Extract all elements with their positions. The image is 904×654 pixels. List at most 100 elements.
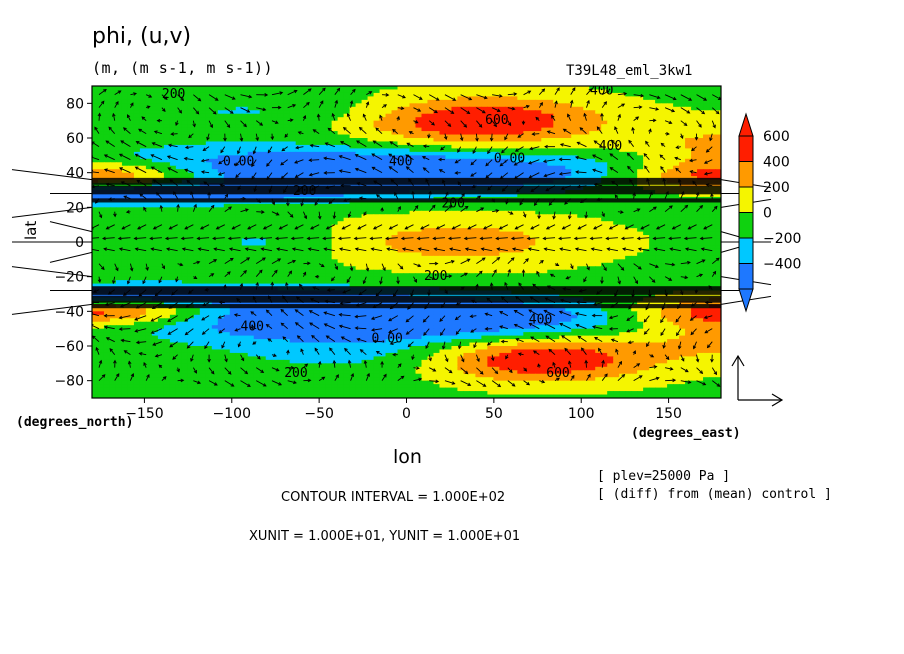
heatmap-cell xyxy=(571,148,578,153)
heatmap-cell xyxy=(625,120,632,125)
heatmap-cell xyxy=(301,92,309,97)
heatmap-cell xyxy=(517,120,524,125)
heatmap-cell xyxy=(595,245,602,250)
heatmap-cell xyxy=(703,228,710,233)
heatmap-cell xyxy=(457,169,465,174)
heatmap-cell xyxy=(625,162,632,167)
heatmap-cell xyxy=(655,228,662,233)
heatmap-cell xyxy=(265,210,273,215)
heatmap-cell xyxy=(475,231,482,236)
heatmap-cell xyxy=(619,238,626,243)
heatmap-cell xyxy=(229,117,237,122)
heatmap-cell xyxy=(433,120,441,125)
heatmap-cell xyxy=(115,96,123,101)
heatmap-cell xyxy=(661,134,668,139)
heatmap-cell xyxy=(307,231,315,236)
heatmap-cell xyxy=(679,92,686,97)
heatmap-cell xyxy=(697,127,704,132)
heatmap-cell xyxy=(697,99,704,104)
heatmap-cell xyxy=(385,248,393,253)
heatmap-cell xyxy=(97,120,105,125)
heatmap-cell xyxy=(703,86,710,91)
heatmap-cell xyxy=(481,92,488,97)
heatmap-cell xyxy=(451,242,459,247)
heatmap-cell xyxy=(223,86,231,91)
heatmap-cell xyxy=(187,106,195,111)
heatmap-cell xyxy=(589,124,596,129)
heatmap-cell xyxy=(505,228,512,233)
heatmap-cell xyxy=(295,138,303,143)
heatmap-cell xyxy=(469,131,476,136)
heatmap-cell xyxy=(691,203,698,208)
heatmap-cell xyxy=(271,96,279,101)
heatmap-cell xyxy=(565,103,572,108)
heatmap-cell xyxy=(457,89,465,94)
heatmap-cell xyxy=(391,131,399,136)
heatmap-cell xyxy=(427,235,435,240)
heatmap-cell xyxy=(655,103,662,108)
heatmap-cell xyxy=(343,169,351,174)
heatmap-cell xyxy=(289,207,297,212)
heatmap-cell xyxy=(373,169,381,174)
heatmap-cell xyxy=(505,207,512,212)
heatmap-cell xyxy=(625,148,632,153)
heatmap-cell xyxy=(535,183,542,188)
heatmap-cell xyxy=(685,172,692,177)
heatmap-cell xyxy=(457,86,465,91)
heatmap-cell xyxy=(607,144,614,149)
heatmap-cell xyxy=(241,96,249,101)
heatmap-cell xyxy=(529,242,536,247)
heatmap-cell xyxy=(139,120,147,125)
heatmap-cell xyxy=(685,183,692,188)
heatmap-cell xyxy=(577,169,584,174)
heatmap-cell xyxy=(631,86,638,91)
heatmap-cell xyxy=(397,248,405,253)
heatmap-cell xyxy=(223,207,231,212)
heatmap-cell xyxy=(121,235,129,240)
heatmap-cell xyxy=(571,224,578,229)
heatmap-cell xyxy=(661,158,668,163)
heatmap-cell xyxy=(685,144,692,149)
heatmap-cell xyxy=(145,224,153,229)
heatmap-cell xyxy=(355,89,363,94)
heatmap-cell xyxy=(241,217,249,222)
heatmap-cell xyxy=(439,235,447,240)
heatmap-cell xyxy=(547,134,554,139)
heatmap-cell xyxy=(223,217,231,222)
heatmap-cell xyxy=(187,235,195,240)
heatmap-cell xyxy=(115,172,123,177)
heatmap-cell xyxy=(121,183,129,188)
heatmap-cell xyxy=(523,224,530,229)
heatmap-cell xyxy=(397,134,405,139)
heatmap-cell xyxy=(151,169,159,174)
heatmap-cell xyxy=(697,224,704,229)
heatmap-cell xyxy=(337,113,345,118)
heatmap-cell xyxy=(655,242,662,247)
heatmap-cell xyxy=(127,224,135,229)
heatmap-cell xyxy=(529,228,536,233)
heatmap-cell xyxy=(691,151,698,156)
heatmap-cell xyxy=(331,242,339,247)
heatmap-cell xyxy=(583,245,590,250)
heatmap-cell xyxy=(583,228,590,233)
heatmap-cell xyxy=(505,217,512,222)
heatmap-cell xyxy=(481,217,488,222)
heatmap-cell xyxy=(457,124,465,129)
heatmap-cell xyxy=(349,245,357,250)
heatmap-cell xyxy=(475,92,482,97)
heatmap-cell xyxy=(613,155,620,160)
heatmap-cell xyxy=(493,210,500,215)
heatmap-cell xyxy=(133,134,141,139)
heatmap-cell xyxy=(169,210,177,215)
heatmap-cell xyxy=(283,235,291,240)
heatmap-cell xyxy=(703,165,710,170)
heatmap-cell xyxy=(445,138,453,143)
heatmap-cell xyxy=(523,120,530,125)
heatmap-cell xyxy=(337,131,345,136)
heatmap-cell xyxy=(631,124,638,129)
heatmap-cell xyxy=(661,131,668,136)
heatmap-cell xyxy=(703,231,710,236)
heatmap-cell xyxy=(661,99,668,104)
heatmap-cell xyxy=(517,221,524,226)
heatmap-cell xyxy=(289,210,297,215)
